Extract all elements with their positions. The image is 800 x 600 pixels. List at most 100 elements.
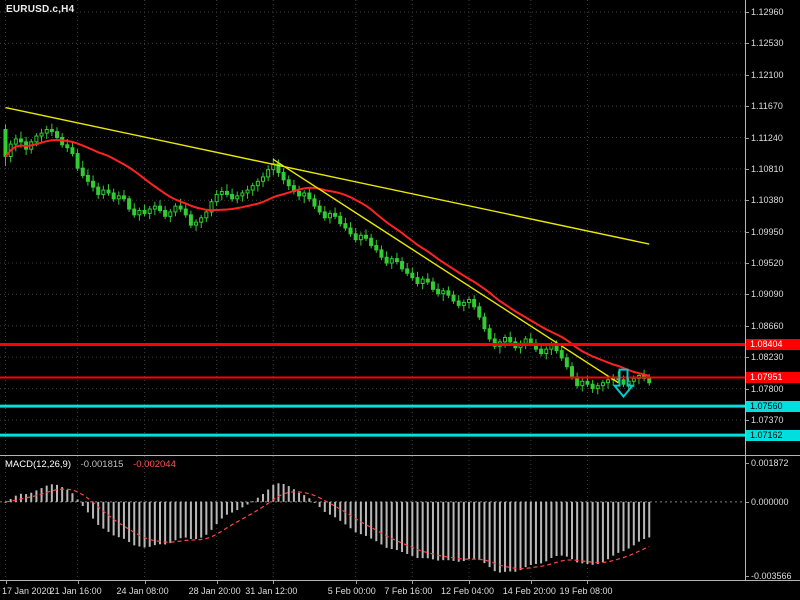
candle-body bbox=[199, 217, 204, 223]
price-tick-label: 1.07370 bbox=[751, 414, 784, 425]
macd-bar bbox=[545, 501, 548, 562]
candle-body bbox=[348, 227, 353, 235]
candle-body bbox=[147, 208, 152, 214]
macd-grid-layer bbox=[5, 456, 588, 580]
candle-body bbox=[121, 195, 126, 200]
trendline[interactable] bbox=[272, 158, 619, 384]
macd-bar bbox=[571, 501, 573, 560]
macd-bar bbox=[303, 495, 306, 502]
candle-body bbox=[317, 205, 322, 213]
candle-body bbox=[18, 138, 23, 143]
candle-body bbox=[353, 233, 358, 241]
time-tick-label: 21 Jan 16:00 bbox=[49, 586, 102, 596]
candle-body bbox=[96, 186, 101, 195]
candle-body bbox=[461, 301, 466, 306]
candle-body bbox=[394, 258, 399, 263]
macd-bar bbox=[354, 501, 357, 533]
macd-bar bbox=[509, 501, 512, 572]
macd-indicator-canvas[interactable] bbox=[0, 456, 745, 580]
macd-bar bbox=[632, 501, 635, 546]
price-axis[interactable]: 1.12960 1.12530 1.12100 1.11670 1.11240 1.108… bbox=[746, 0, 800, 581]
candle-body bbox=[91, 180, 96, 188]
candle-body bbox=[158, 205, 162, 211]
macd-bar bbox=[457, 501, 460, 562]
price-tick-label: 1.12530 bbox=[751, 38, 784, 49]
macd-bar bbox=[50, 484, 53, 502]
candle-body bbox=[430, 281, 435, 290]
pane-separator[interactable] bbox=[0, 455, 800, 456]
candle-body bbox=[528, 338, 533, 344]
price-axis-tickmark bbox=[746, 294, 749, 296]
candle-body bbox=[322, 211, 327, 219]
candle-body bbox=[374, 245, 379, 251]
trendline[interactable] bbox=[5, 106, 650, 245]
candle-body bbox=[55, 131, 59, 139]
candle-body bbox=[39, 132, 44, 137]
macd-bar bbox=[205, 501, 208, 535]
macd-bar bbox=[607, 501, 610, 560]
candle-body bbox=[446, 290, 451, 296]
macd-bar bbox=[617, 501, 620, 553]
price-axis-tickmark bbox=[746, 200, 749, 202]
macd-bar bbox=[298, 492, 301, 502]
candle-body bbox=[137, 209, 142, 216]
time-axis-tickmark bbox=[587, 581, 589, 584]
macd-axis-tickmark bbox=[746, 501, 749, 503]
macd-bar bbox=[9, 499, 12, 502]
price-tick-label: 1.11670 bbox=[751, 101, 783, 112]
time-tick-label: 24 Jan 08:00 bbox=[116, 586, 169, 596]
time-axis-tickmark bbox=[273, 581, 275, 584]
macd-bar bbox=[390, 501, 393, 550]
time-axis-tickmark bbox=[77, 581, 79, 584]
candle-body bbox=[261, 176, 265, 182]
candle-body bbox=[487, 328, 492, 340]
macd-bar bbox=[370, 501, 373, 539]
macd-bar bbox=[308, 498, 311, 502]
macd-bar bbox=[483, 501, 486, 564]
time-axis[interactable]: 17 Jan 2020 21 Jan 16:00 24 Jan 08:00 28 Ja… bbox=[0, 581, 800, 600]
macd-bar bbox=[555, 501, 558, 557]
price-tick-label: 1.08660 bbox=[751, 320, 784, 331]
macd-bar bbox=[102, 501, 105, 529]
candle-body bbox=[559, 350, 564, 359]
grid-layer bbox=[0, 0, 745, 455]
candle-body bbox=[492, 338, 497, 347]
macd-bar bbox=[380, 501, 383, 545]
candle-body bbox=[116, 195, 121, 200]
candle-body bbox=[539, 348, 544, 355]
ma-line bbox=[4, 138, 650, 378]
price-tick-label: 1.10810 bbox=[751, 163, 784, 174]
time-tick-label: 19 Feb 08:00 bbox=[559, 586, 613, 596]
macd-bar bbox=[498, 501, 501, 573]
candles-layer bbox=[3, 123, 652, 395]
macd-bar bbox=[225, 501, 228, 515]
macd-bar bbox=[215, 501, 218, 524]
price-axis-tickmark bbox=[746, 11, 749, 13]
candle-body bbox=[358, 234, 363, 241]
candle-body bbox=[338, 215, 343, 225]
candle-body bbox=[219, 191, 224, 195]
candle-body bbox=[327, 212, 332, 219]
candle-body bbox=[34, 135, 39, 143]
macd-bar bbox=[493, 501, 496, 572]
price-level-badge: 1.07560 bbox=[746, 400, 800, 412]
candle-body bbox=[106, 189, 111, 194]
price-axis-tickmark bbox=[746, 43, 749, 45]
macd-bar bbox=[534, 501, 537, 564]
candle-body bbox=[410, 272, 415, 279]
price-tick-label: 1.07800 bbox=[751, 383, 784, 394]
candle-body bbox=[132, 208, 137, 216]
time-tick-label: 17 Jan 2020 bbox=[2, 586, 52, 596]
price-axis-tickmark bbox=[746, 231, 749, 233]
macd-bar bbox=[565, 501, 568, 557]
candle-body bbox=[3, 128, 8, 157]
candle-body bbox=[364, 234, 368, 239]
price-chart-canvas[interactable] bbox=[0, 0, 745, 455]
down-arrow-annotation[interactable] bbox=[612, 368, 635, 399]
macd-bar bbox=[581, 501, 584, 564]
macd-bar bbox=[122, 501, 125, 539]
macd-bar bbox=[601, 501, 604, 563]
macd-tick-label: 0.000000 bbox=[751, 496, 789, 507]
price-tick-label: 1.10380 bbox=[751, 195, 784, 206]
candle-body bbox=[456, 300, 461, 306]
